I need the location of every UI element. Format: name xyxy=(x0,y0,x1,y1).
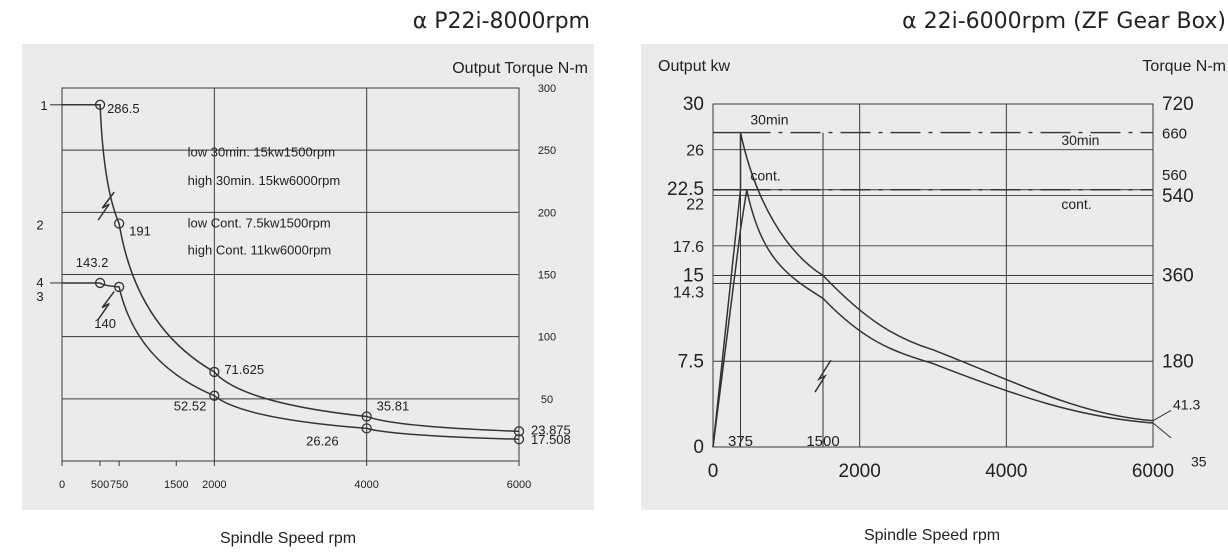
left-x-axis-label: Spindle Speed rpm xyxy=(220,530,356,547)
right-left-tick-label: 15 xyxy=(683,266,704,287)
right-x-tick-label: 6000 xyxy=(1132,461,1174,482)
right-left-tick-label: 22.5 xyxy=(667,179,704,200)
left-data-point xyxy=(209,366,220,378)
right-line-label: 30min xyxy=(1061,132,1099,148)
left-curve-marker: 3 xyxy=(36,289,43,304)
left-y-tick-label: 100 xyxy=(538,332,556,344)
left-x-tick-label: 2000 xyxy=(202,479,226,491)
right-y-axis-left-label: Output kw xyxy=(658,58,730,75)
left-data-point xyxy=(209,390,220,401)
left-curve-marker: 4 xyxy=(36,275,43,290)
left-y-tick-label: 300 xyxy=(538,83,556,95)
left-series-2-point-label: 17.508 xyxy=(531,432,571,447)
left-series-1-point-label: 35.81 xyxy=(377,398,410,413)
right-left-tick-label: 7.5 xyxy=(678,351,704,372)
left-data-point xyxy=(113,281,125,293)
left-chart-title: α P22i-8000rpm xyxy=(413,9,590,34)
left-series-1-point-label: 286.5 xyxy=(107,101,140,116)
left-x-tick-label: 6000 xyxy=(507,479,531,491)
right-chart-marks: 41.3 35 30min 30min cont. cont. xyxy=(712,112,1207,470)
left-x-tick-label: 1500 xyxy=(164,479,188,491)
right-x-tick-label: 0 xyxy=(708,461,719,482)
right-line-label: cont. xyxy=(1061,196,1091,212)
left-chart-marks: 286.5 191 71.625 35.81 23.875 143.2 140 52.52 26… xyxy=(36,98,570,449)
left-x-tick-label: 500 xyxy=(91,479,109,491)
left-series-1-point-label: 191 xyxy=(129,224,151,239)
right-right-tick-label: 560 xyxy=(1162,167,1187,184)
right-chart-panel xyxy=(641,44,1228,510)
left-series-1-line xyxy=(62,104,520,433)
left-switch-mark xyxy=(97,291,115,321)
left-switch-mark xyxy=(97,191,115,221)
right-chart-title: α 22i-6000rpm (ZF Gear Box) xyxy=(902,9,1226,34)
right-end-leader xyxy=(1152,409,1172,422)
right-end-label: 41.3 xyxy=(1173,396,1200,412)
left-series-2-point-label: 140 xyxy=(94,316,116,331)
right-right-tick-label: 180 xyxy=(1162,351,1194,372)
right-left-tick-label: 0 xyxy=(693,437,704,458)
left-series-1-point-label: 71.625 xyxy=(224,362,264,377)
left-annotation: low 30min. 15kw1500rpm xyxy=(188,144,335,159)
left-y-tick-label: 50 xyxy=(541,394,553,406)
left-curve-marker: 1 xyxy=(40,98,47,113)
right-x-mark-label: 375 xyxy=(728,433,753,450)
left-data-point xyxy=(94,277,106,289)
right-x-mark-label: 1500 xyxy=(806,433,839,450)
left-annotation: high 30min. 15kw6000rpm xyxy=(188,173,340,188)
right-left-tick-label: 14.3 xyxy=(673,285,704,302)
right-line-label: cont. xyxy=(750,168,780,184)
left-x-tick-label: 0 xyxy=(59,479,65,491)
right-end-leader xyxy=(1152,422,1172,439)
left-series-1-point-label: 23.875 xyxy=(531,422,571,437)
right-y-axis-right-label: Torque N-m xyxy=(1142,58,1226,75)
left-series-2-point-label: 26.26 xyxy=(306,433,339,448)
left-series-2-point-label: 52.52 xyxy=(174,399,207,414)
left-series-2-line xyxy=(62,282,520,440)
right-right-tick-label: 540 xyxy=(1162,186,1194,207)
left-data-point xyxy=(513,434,525,445)
right-left-tick-label: 30 xyxy=(683,94,704,115)
left-data-point xyxy=(513,426,525,437)
right-left-tick-label: 26 xyxy=(686,143,704,160)
right-end-label: 35 xyxy=(1191,454,1207,470)
left-chart-grid: 0 500 750 1500 2000 4000 6000 50 100 150 200 250 300 xyxy=(59,83,556,491)
left-y-axis-label: Output Torque N-m xyxy=(452,60,588,77)
left-data-point xyxy=(361,423,372,434)
left-curve-marker: 2 xyxy=(36,218,43,233)
right-left-tick-label: 17.6 xyxy=(673,239,704,256)
right-line-label: 30min xyxy=(750,112,788,128)
right-x-axis-label: Spindle Speed rpm xyxy=(864,527,1000,544)
left-annotation: low Cont. 7.5kw1500rpm xyxy=(188,215,331,230)
left-series-2-point-label: 143.2 xyxy=(76,255,109,270)
left-y-tick-label: 250 xyxy=(538,145,556,157)
right-series-line xyxy=(712,189,1154,448)
left-x-tick-label: 4000 xyxy=(354,479,378,491)
right-switch-mark xyxy=(814,359,832,393)
left-annotation: high Cont. 11kw6000rpm xyxy=(188,243,332,258)
left-y-tick-label: 150 xyxy=(538,270,556,282)
left-data-point xyxy=(94,99,106,110)
left-chart-panel xyxy=(22,44,594,510)
right-right-tick-label: 660 xyxy=(1162,126,1187,143)
right-left-tick-label: 22 xyxy=(686,196,704,213)
right-right-tick-label: 360 xyxy=(1162,266,1194,287)
right-series-line xyxy=(712,132,1154,448)
right-x-tick-label: 4000 xyxy=(985,461,1027,482)
right-x-tick-label: 2000 xyxy=(839,461,881,482)
left-x-tick-label: 750 xyxy=(110,479,128,491)
left-y-tick-label: 200 xyxy=(538,207,556,219)
right-right-tick-label: 720 xyxy=(1162,94,1194,115)
left-data-point xyxy=(113,218,125,229)
left-data-point xyxy=(361,411,372,422)
